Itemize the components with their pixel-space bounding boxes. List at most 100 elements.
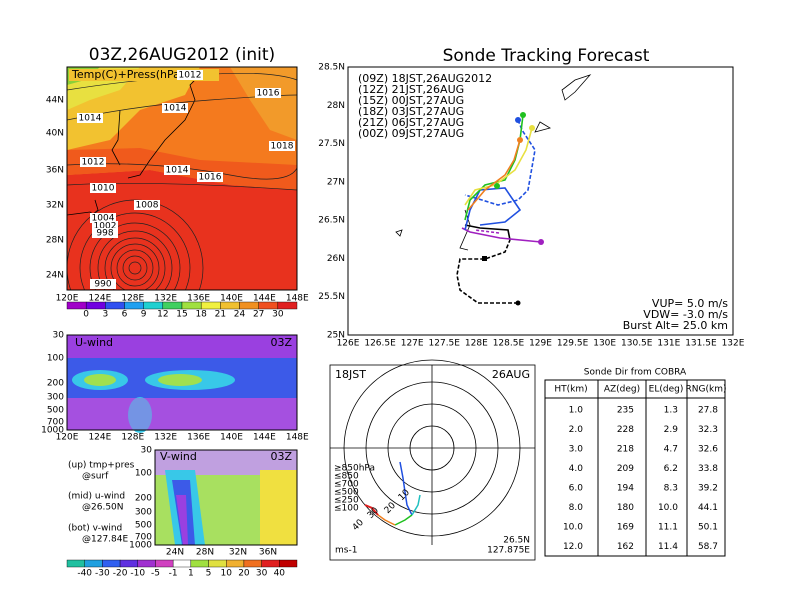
- colorbar-box: [155, 559, 174, 568]
- hodo-legend: ≤100: [334, 504, 359, 514]
- lat-label: 26.5N: [318, 216, 345, 226]
- note: (mid) u-wind: [68, 492, 125, 502]
- lon-label: 130.5E: [621, 339, 653, 349]
- colorbar-label: 0: [83, 310, 89, 320]
- pressure-label: 100: [135, 469, 152, 479]
- isobar-bg: [90, 279, 116, 289]
- table-header: EL(deg): [649, 385, 684, 395]
- lat-label: 27N: [327, 177, 345, 187]
- table-cell: 50.1: [698, 523, 718, 533]
- colorbar-label: -10: [130, 569, 145, 579]
- isobar-bg: [164, 165, 190, 175]
- map-title: 03Z,26AUG2012 (init): [89, 45, 275, 65]
- colorbar-label: 1: [188, 569, 194, 579]
- table-cell: 12.0: [563, 542, 583, 552]
- colorbar-box: [261, 559, 280, 568]
- colorbar-label: 18: [195, 310, 207, 320]
- lat-label: 28N: [46, 236, 64, 246]
- panel-label: V-wind: [160, 450, 197, 463]
- ring-label: 10: [397, 488, 412, 503]
- pressure-label: 200: [135, 494, 152, 504]
- lon-label: 144E: [253, 294, 276, 304]
- table-cell: 2.0: [569, 425, 584, 435]
- table-cell: 209: [617, 464, 634, 474]
- pressure-label: 500: [47, 406, 64, 416]
- v-wind-section: [154, 449, 298, 546]
- colorbar-box: [172, 559, 192, 568]
- lon-label: 128.5E: [493, 339, 525, 349]
- lat-label: 26N: [327, 254, 345, 264]
- colorbar-label: -20: [113, 569, 128, 579]
- table-cell: 11.1: [658, 523, 678, 533]
- legend-entry: (21Z) 06JST,27AUG: [358, 116, 464, 129]
- colorbar-box: [190, 559, 209, 568]
- colorbar-box: [85, 301, 106, 310]
- lat-label: 44N: [46, 96, 64, 106]
- table-cell: 8.3: [664, 484, 678, 494]
- lat-label: 25.5N: [318, 292, 345, 302]
- lat-label: 25N: [327, 331, 345, 341]
- colorbar-label: 24: [234, 310, 246, 320]
- lon-label: 148E: [286, 433, 309, 443]
- lon-label: 136E: [187, 433, 210, 443]
- isobar-bg: [197, 172, 223, 182]
- colorbar-box: [84, 559, 103, 568]
- table-cell: 32.6: [698, 445, 718, 455]
- table-cell: 1.3: [664, 406, 678, 416]
- colorbar-box: [239, 301, 259, 310]
- colorbar-label: 40: [274, 569, 286, 579]
- isobar-bg: [269, 141, 295, 151]
- table-cell: 58.7: [698, 542, 718, 552]
- hodo-lon: 127.875E: [487, 546, 530, 556]
- colorbar-box: [181, 301, 202, 310]
- isobar-label: 1016: [257, 89, 280, 99]
- lat-label: 24N: [46, 271, 64, 281]
- lon-label: 128E: [121, 294, 144, 304]
- table-cell: 32.3: [698, 425, 718, 435]
- table-header: RNG(km): [686, 385, 727, 395]
- table-cell: 39.2: [698, 484, 718, 494]
- lon-label: 140E: [220, 294, 243, 304]
- colorbar-box: [66, 301, 87, 310]
- lon-label: 132E: [154, 433, 177, 443]
- lon-label: 127E: [401, 339, 424, 349]
- hodo-date: 26AUG: [492, 368, 530, 381]
- lat-label: 32N: [46, 201, 64, 211]
- table-cell: 6.0: [569, 484, 584, 494]
- pressure-label: 30: [141, 446, 153, 456]
- colorbar-label: -30: [95, 569, 110, 579]
- table-cell: 235: [617, 406, 634, 416]
- table-title: Sonde Dir from COBRA: [584, 368, 687, 378]
- ring-label: 40: [351, 518, 366, 533]
- lon-label: 126E: [337, 339, 360, 349]
- colorbar-label: -5: [151, 569, 160, 579]
- lon-label: 130E: [593, 339, 616, 349]
- colorbar-label: 21: [215, 310, 226, 320]
- hodo-legend: ≤850: [334, 472, 359, 482]
- hodo-unit: ms-1: [335, 546, 357, 556]
- table-cell: 2.9: [664, 425, 679, 435]
- hodo-legend: ≤500: [334, 488, 359, 498]
- table-cell: 27.8: [698, 406, 718, 416]
- colorbar-label: 15: [176, 310, 187, 320]
- isobar-label: 1012: [82, 158, 105, 168]
- colorbar-box: [258, 301, 279, 310]
- panel-time: 03Z: [270, 336, 292, 349]
- lat-label: 40N: [46, 129, 64, 139]
- isobar-bg: [177, 70, 203, 80]
- lon-label: 124E: [88, 294, 111, 304]
- table-cell: 194: [617, 484, 634, 494]
- lat-label: 36N: [259, 548, 277, 558]
- table-cell: 4.7: [664, 445, 678, 455]
- isobar-label: 1016: [199, 173, 222, 183]
- u-wind-section: [66, 334, 298, 433]
- colorbar-label: 6: [122, 310, 128, 320]
- map-label: Temp(C)+Press(hPa): [71, 68, 184, 81]
- note: @26.50N: [82, 503, 124, 513]
- colorbar-label: 9: [141, 310, 147, 320]
- colorbar-box: [226, 559, 245, 568]
- colorbar-box: [66, 559, 85, 568]
- lon-label: 131E: [657, 339, 680, 349]
- hodo-legend: ≤250: [334, 496, 359, 506]
- lon-label: 120E: [56, 294, 79, 304]
